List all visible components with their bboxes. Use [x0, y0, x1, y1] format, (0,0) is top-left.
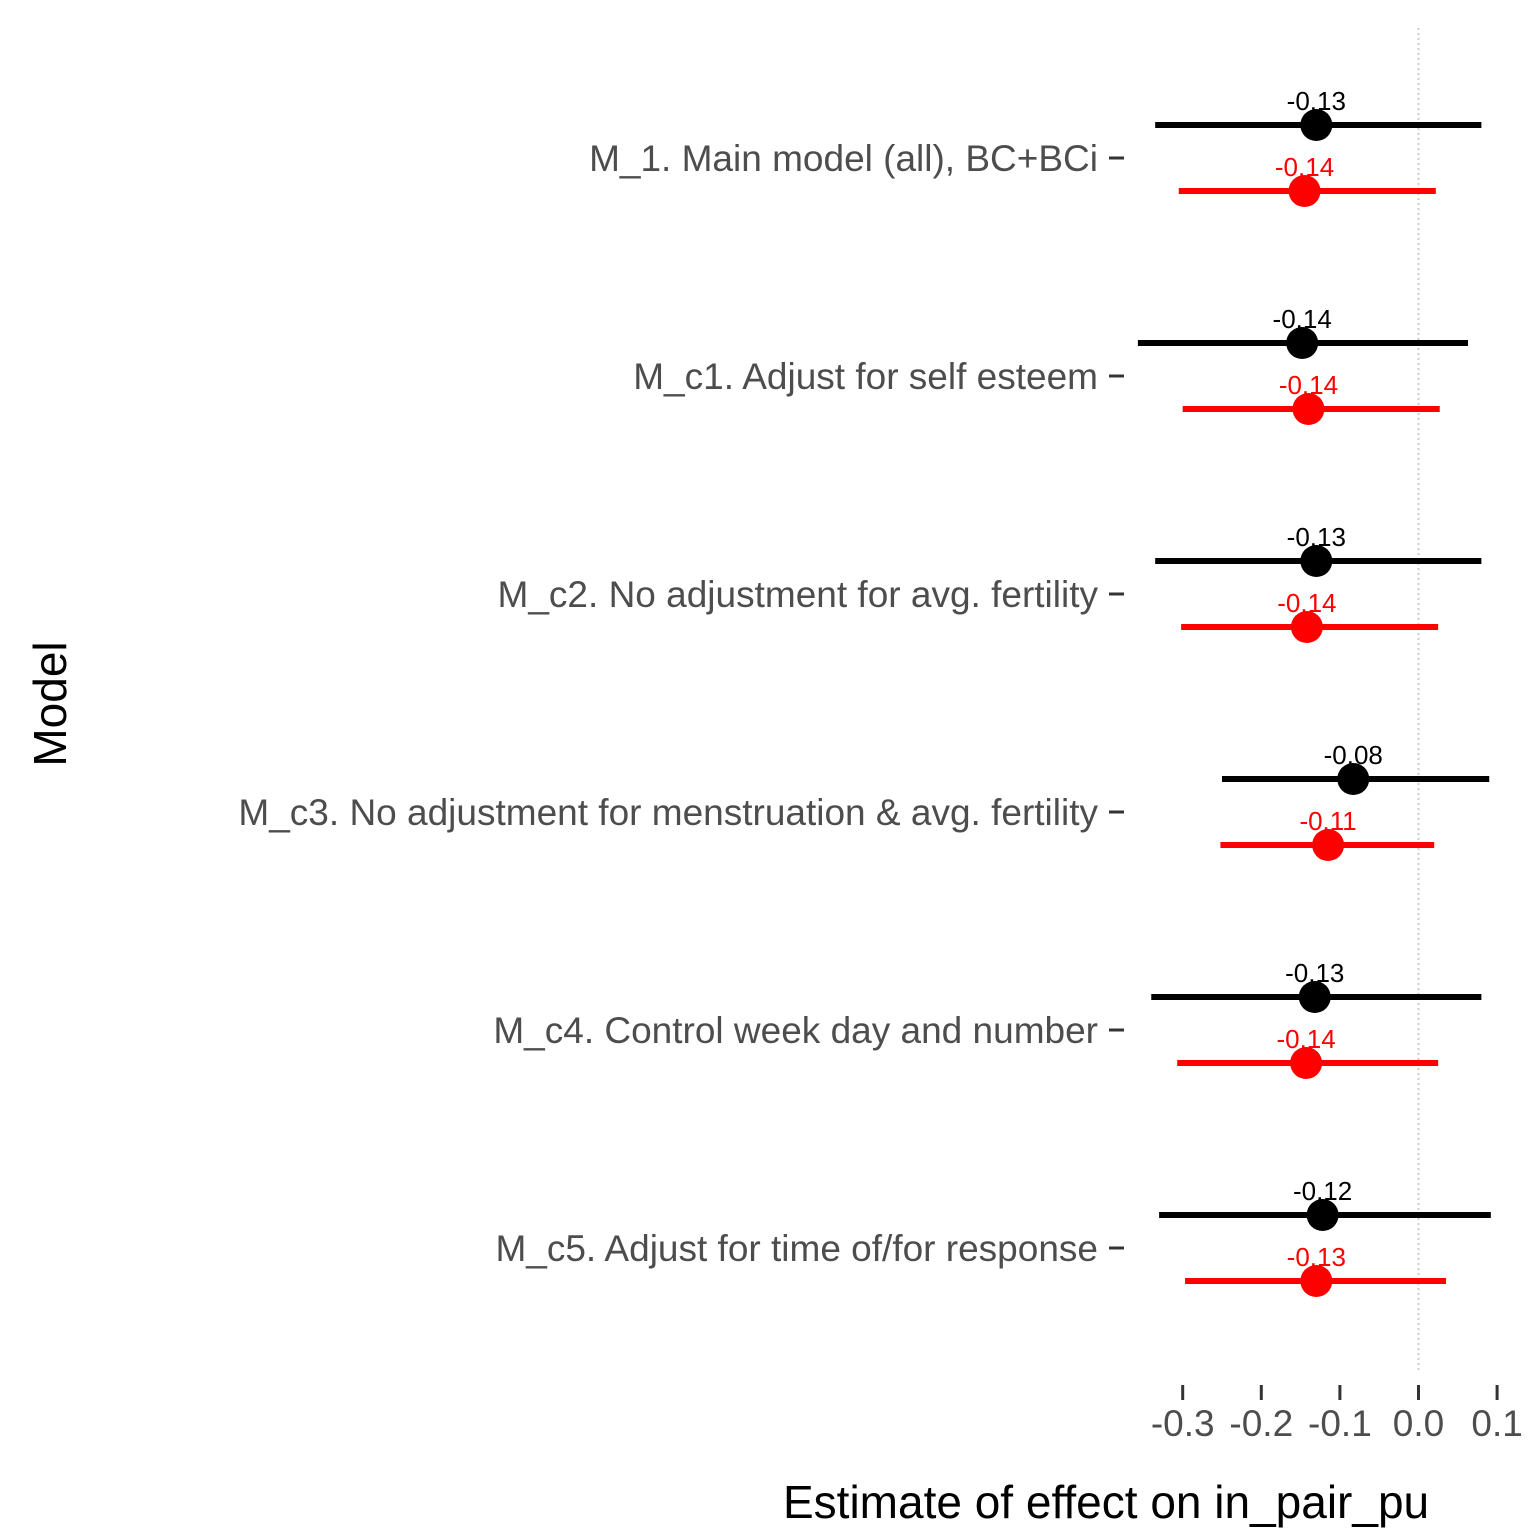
category-label: M_c5. Adjust for time of/for response [495, 1228, 1098, 1269]
value-label: -0.13 [1287, 1242, 1346, 1272]
x-axis-title: Estimate of effect on in_pair_pu [783, 1476, 1429, 1528]
category-label: M_1. Main model (all), BC+BCi [589, 138, 1098, 179]
y-axis-title: Model [24, 641, 76, 766]
value-label: -0.11 [1299, 806, 1356, 836]
x-tick-label: -0.2 [1229, 1403, 1293, 1444]
category-label: M_c4. Control week day and number [493, 1010, 1098, 1051]
x-tick-label: 0.1 [1471, 1403, 1522, 1444]
estimate-point [1300, 545, 1333, 577]
value-label: -0.14 [1273, 304, 1332, 334]
category-axis: M_1. Main model (all), BC+BCi M_c1. Adjus… [238, 138, 1124, 1269]
x-tick-label: 0.0 [1393, 1403, 1444, 1444]
category-label: M_c3. No adjustment for menstruation & a… [238, 792, 1098, 833]
estimate-point [1337, 763, 1370, 795]
value-label: -0.14 [1277, 588, 1336, 618]
x-axis: -0.3 -0.2 -0.1 0.0 0.1 [1151, 1385, 1523, 1444]
x-tick-label: -0.1 [1308, 1403, 1372, 1444]
estimate-point [1306, 1199, 1339, 1231]
category-label: M_c1. Adjust for self esteem [633, 356, 1098, 397]
value-label: -0.13 [1287, 86, 1346, 116]
value-label: -0.12 [1293, 1176, 1352, 1206]
estimate-point [1292, 393, 1325, 425]
value-label: -0.14 [1276, 1024, 1335, 1054]
estimate-point [1300, 1265, 1333, 1297]
estimate-point [1288, 175, 1321, 207]
value-label: -0.13 [1285, 958, 1344, 988]
estimate-point [1298, 981, 1331, 1013]
estimate-point [1286, 327, 1319, 359]
value-label: -0.14 [1279, 370, 1338, 400]
value-label: -0.14 [1275, 152, 1334, 182]
estimate-point [1312, 829, 1345, 861]
category-label: M_c2. No adjustment for avg. fertility [498, 574, 1099, 615]
value-label: -0.13 [1287, 522, 1346, 552]
estimate-point [1300, 109, 1333, 141]
estimate-point [1290, 611, 1323, 643]
value-label: -0.08 [1324, 740, 1383, 770]
series-layer: -0.13 -0.14 -0.13 -0.08 -0.13 -0.12 -0.14 -0.14… [1137, 86, 1491, 1297]
x-tick-label: -0.3 [1151, 1403, 1215, 1444]
estimate-point [1290, 1047, 1323, 1079]
